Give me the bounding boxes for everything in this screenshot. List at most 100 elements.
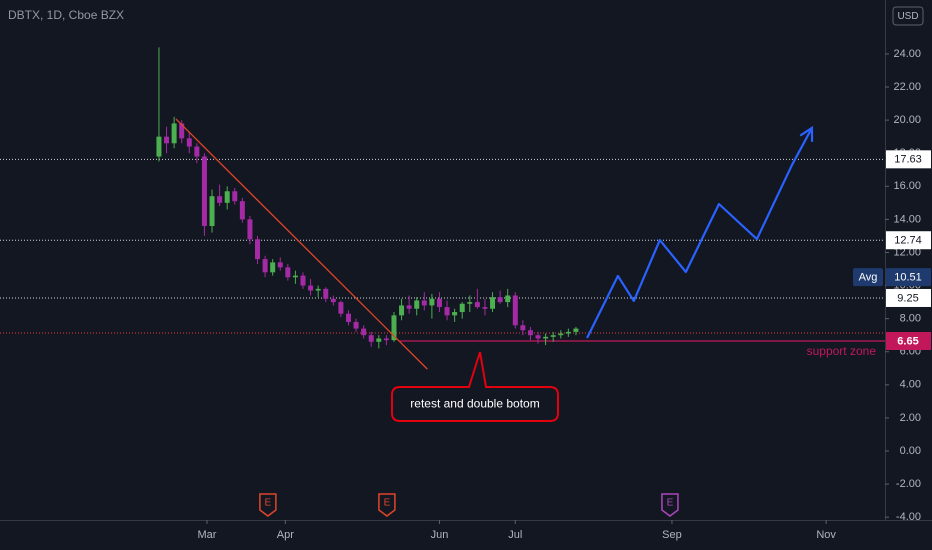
candle-body — [436, 298, 442, 308]
candle-body — [505, 295, 511, 303]
candle-body — [262, 259, 268, 273]
y-tick-label: 24.00 — [893, 48, 921, 60]
candle-body — [255, 239, 261, 260]
candle-body — [399, 305, 405, 316]
candle-body — [239, 201, 245, 220]
x-tick-label: Jun — [431, 529, 449, 541]
level-label-box — [886, 231, 931, 250]
candle-body — [550, 335, 556, 337]
event-marker — [259, 493, 277, 517]
y-tick-label: 16.00 — [893, 180, 921, 192]
candle-body — [285, 267, 291, 278]
avg-value: 10.51 — [894, 272, 922, 284]
avg-name-box — [853, 268, 883, 287]
y-tick-label: 20.00 — [893, 114, 921, 126]
candle-body — [315, 288, 321, 291]
candle-body — [368, 335, 374, 342]
candle-body — [383, 338, 389, 341]
candle-body — [459, 303, 465, 313]
level-label-box — [886, 288, 931, 307]
candle-body — [308, 285, 314, 291]
candle-body — [429, 298, 435, 306]
y-tick-label: -4.00 — [896, 511, 921, 523]
candle-body — [414, 300, 420, 309]
level-label: 9.25 — [897, 292, 918, 304]
x-tick-label: Apr — [277, 529, 294, 541]
candle-body — [209, 196, 215, 227]
candle-body — [482, 307, 488, 309]
x-tick-label: Jul — [508, 529, 522, 541]
support-value-box — [886, 331, 931, 350]
event-label: E — [265, 498, 272, 509]
currency: USD — [897, 11, 918, 22]
candle-body — [277, 262, 283, 268]
level-label: 17.63 — [894, 154, 922, 166]
y-tick-label: 8.00 — [900, 313, 921, 325]
candle-body — [406, 305, 412, 309]
candle-body — [232, 191, 238, 202]
event-marker — [378, 493, 396, 517]
candle-body — [171, 123, 177, 144]
candle-body — [467, 302, 473, 304]
candle-body — [558, 333, 564, 336]
event-label: E — [667, 498, 674, 509]
candle-body — [353, 321, 359, 329]
candle-body — [201, 156, 207, 227]
chart-title: DBTX, 1D, Cboe BZX — [8, 8, 124, 22]
avg-value-box — [886, 268, 931, 287]
x-tick-label: Sep — [662, 529, 682, 541]
candle-body — [345, 313, 351, 322]
avg-name: Avg — [859, 272, 878, 284]
candle-body — [224, 191, 230, 203]
projection-arrowhead — [799, 125, 814, 142]
y-tick-label: -2.00 — [896, 478, 921, 490]
candle-body — [565, 331, 571, 334]
y-tick-label: 2.00 — [900, 412, 921, 424]
candle-body — [217, 196, 223, 203]
candle-body — [490, 297, 496, 309]
candle-body — [527, 330, 533, 336]
y-tick-label: 14.00 — [893, 213, 921, 225]
candle-body — [361, 328, 367, 336]
candle-body — [512, 295, 518, 326]
level-label: 12.74 — [894, 235, 922, 247]
level-label-box — [886, 150, 931, 169]
projection-path — [586, 127, 813, 339]
candle-body — [338, 302, 344, 314]
candle-body — [543, 336, 549, 339]
candle-body — [520, 325, 526, 331]
candle-body — [247, 219, 253, 240]
candle-body — [376, 338, 382, 342]
event-marker — [661, 493, 679, 517]
y-tick-label: 4.00 — [900, 379, 921, 391]
candle-body — [292, 275, 298, 278]
candle-body — [497, 297, 503, 303]
support-label: support zone — [807, 344, 877, 358]
candle-body — [452, 312, 458, 316]
currency-box — [892, 6, 924, 26]
candle-body — [194, 146, 200, 157]
candle-body — [330, 298, 336, 303]
x-tick-label: Nov — [816, 529, 836, 541]
candle-body — [535, 335, 541, 339]
trendline — [175, 118, 428, 370]
candle-body — [444, 307, 450, 316]
candle-body — [156, 136, 162, 157]
x-tick-label: Mar — [197, 529, 216, 541]
callout: retest and double botom — [391, 351, 559, 422]
candle-body — [300, 275, 306, 286]
candle-body — [391, 315, 397, 341]
candle-body — [179, 123, 185, 139]
support-value: 6.65 — [897, 335, 918, 347]
candle-body — [323, 288, 329, 299]
event-label: E — [384, 498, 391, 509]
callout-box — [391, 351, 559, 422]
callout-text: retest and double botom — [410, 397, 539, 411]
y-tick-label: 0.00 — [900, 445, 921, 457]
candle-body — [270, 262, 276, 273]
candle-body — [421, 300, 427, 306]
y-tick-label: 22.00 — [893, 81, 921, 93]
y-tick-label: 12.00 — [893, 246, 921, 258]
